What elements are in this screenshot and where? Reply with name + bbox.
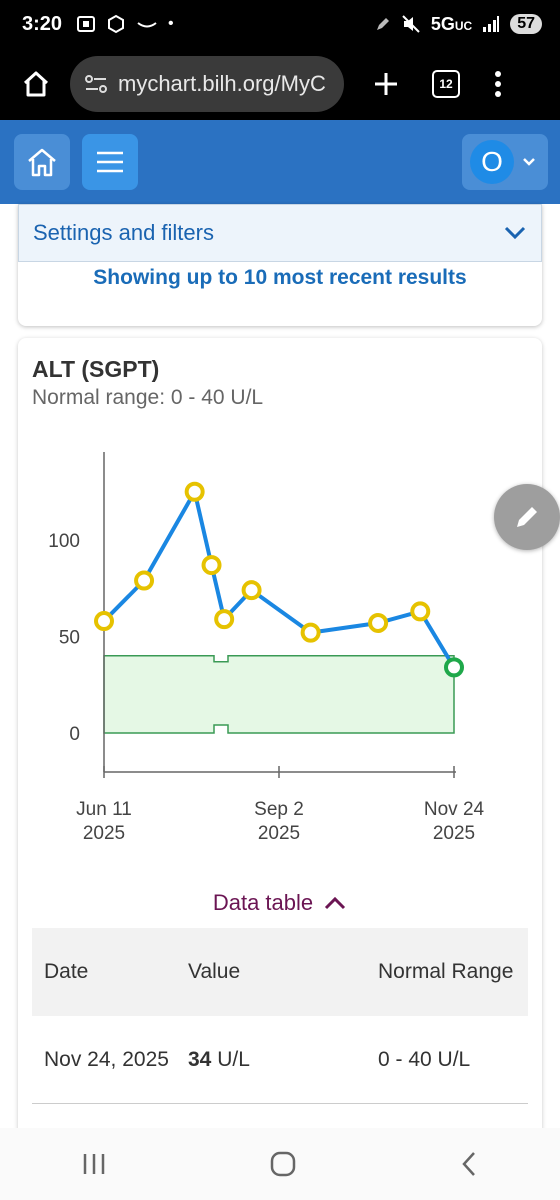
data-point (184, 481, 205, 502)
status-time: 3:20 (22, 12, 63, 35)
back-button[interactable] (459, 1150, 479, 1178)
browser-menu-button[interactable] (488, 60, 508, 108)
table-header-row: Date Value Normal Range (32, 928, 528, 1016)
column-header-value: Value (188, 960, 241, 983)
recent-apps-button[interactable] (81, 1152, 107, 1176)
result-chart-card: ALT (SGPT) Normal range: 0 - 40 U/L 0 50 1… (18, 338, 542, 1138)
system-navigation-bar (0, 1128, 560, 1200)
y-tick-label: 0 (69, 724, 80, 745)
column-header-range: Normal Range (378, 960, 514, 983)
row-range: 0 - 40 U/L (378, 1047, 471, 1071)
data-point (94, 611, 114, 632)
app-header: O (0, 120, 560, 204)
app-menu-button[interactable] (82, 134, 138, 190)
settings-card: Settings and filters Showing up to 10 mo… (18, 204, 542, 326)
pencil-icon (517, 507, 537, 527)
x-tick-label: Sep 2 (254, 799, 304, 820)
data-point (201, 555, 222, 576)
chevron-up-icon (325, 896, 346, 910)
new-tab-button[interactable] (366, 60, 406, 108)
results-count-text: Showing up to 10 most recent results (93, 266, 467, 289)
site-settings-icon (85, 75, 107, 93)
data-point (134, 570, 155, 591)
x-tick-label-year: 2025 (83, 823, 125, 844)
data-point (214, 609, 235, 630)
chevron-down-icon (504, 226, 526, 240)
home-icon (23, 71, 49, 97)
browser-toolbar: mychart.bilh.org/MyC 12 (0, 48, 560, 120)
data-point (410, 601, 431, 622)
network-type: 5GUC (430, 13, 473, 34)
column-header-date: Date (44, 960, 89, 983)
home-icon (28, 148, 56, 177)
account-menu-button[interactable]: O (462, 134, 548, 190)
status-bar: 3:20 • 5GUC 57 (0, 0, 560, 48)
more-notifications-dot: • (168, 15, 174, 32)
url-text: mychart.bilh.org/MyC (118, 71, 326, 96)
data-table-toggle[interactable]: Data table (18, 890, 542, 916)
row-value-unit: U/L (217, 1047, 250, 1071)
browser-home-button[interactable] (12, 60, 60, 108)
settings-toggle[interactable]: Settings and filters (18, 204, 542, 262)
y-tick-label: 50 (59, 628, 80, 649)
battery-level: 57 (510, 14, 542, 34)
alt-line-chart: 0 50 100 Jun 11 2025 Sep 2 2025 Nov 24 2025 (48, 452, 485, 844)
y-tick-label: 100 (48, 531, 80, 552)
normal-range-band (103, 655, 455, 734)
more-vert-icon (495, 71, 501, 97)
data-point (241, 580, 262, 601)
chevron-down-icon (523, 158, 535, 166)
screenshot-icon (77, 16, 96, 32)
mute-icon (402, 15, 420, 33)
latest-data-point (444, 657, 464, 678)
row-date: Nov 24, 2025 (44, 1047, 169, 1071)
data-table-toggle-label: Data table (212, 890, 314, 915)
test-name: ALT (SGPT) (32, 356, 160, 382)
series-line (102, 489, 456, 669)
signal-icon (483, 16, 500, 32)
hamburger-icon (97, 151, 123, 173)
crypto-app-icon (108, 14, 125, 34)
address-bar[interactable]: mychart.bilh.org/MyC (70, 56, 344, 112)
tab-switcher-button[interactable]: 12 (432, 70, 460, 98)
x-tick-label-year: 2025 (433, 823, 475, 844)
x-tick-label: Jun 11 (76, 799, 132, 820)
edit-fab-button[interactable] (494, 484, 560, 550)
table-row: Nov 24, 2025 34 U/L 0 - 40 U/L (32, 1016, 528, 1104)
row-value: 34 U/L (188, 1048, 378, 1072)
plus-icon (375, 73, 397, 95)
home-button[interactable] (269, 1150, 297, 1178)
data-point (368, 612, 389, 633)
app-home-button[interactable] (14, 134, 70, 190)
settings-title: Settings and filters (33, 220, 214, 245)
avatar: O (470, 140, 514, 184)
pen-icon (376, 18, 389, 30)
row-value-number: 34 (188, 1047, 212, 1071)
data-table: Date Value Normal Range Nov 24, 2025 34 … (32, 928, 528, 1104)
x-tick-label-year: 2025 (258, 823, 300, 844)
amazon-icon (137, 22, 157, 28)
x-tick-label: Nov 24 (424, 799, 485, 820)
notification-icons: • (76, 14, 174, 34)
normal-range-text: Normal range: 0 - 40 U/L (32, 386, 264, 409)
data-point (300, 622, 321, 643)
